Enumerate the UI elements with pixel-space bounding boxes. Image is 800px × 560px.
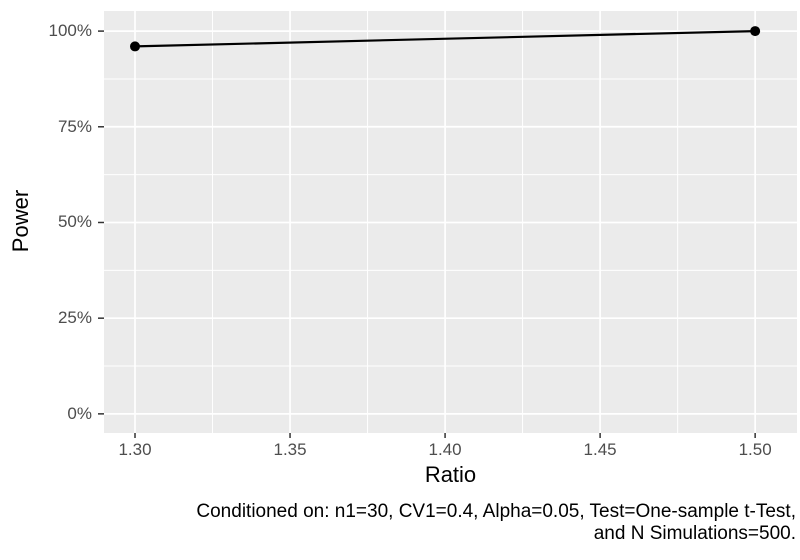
- data-point: [750, 26, 761, 37]
- x-tick-label: 1.40: [428, 440, 462, 459]
- major-gridlines: [104, 11, 797, 433]
- data-point: [130, 41, 141, 52]
- y-tick-label: 75%: [57, 116, 92, 136]
- y-tick-label: 50%: [57, 212, 92, 232]
- y-tick-label: 0%: [67, 403, 92, 423]
- plot-caption: Conditioned on: n1=30, CV1=0.4, Alpha=0.…: [36, 501, 796, 544]
- series-line: [134, 29, 756, 48]
- x-tick-label: 1.30: [118, 440, 152, 459]
- x-axis-title: Ratio: [424, 462, 477, 487]
- y-tick-label: 100%: [48, 21, 92, 41]
- y-tick-label: 25%: [57, 308, 92, 328]
- x-tick-label: 1.50: [738, 440, 772, 459]
- caption-line-1: Conditioned on: n1=30, CV1=0.4, Alpha=0.…: [196, 501, 796, 522]
- caption-line-2: and N Simulations=500.: [593, 522, 796, 544]
- x-tick-label: 1.35: [273, 440, 307, 459]
- axis-tick-marks: [98, 30, 756, 438]
- x-tick-label: 1.45: [583, 440, 617, 459]
